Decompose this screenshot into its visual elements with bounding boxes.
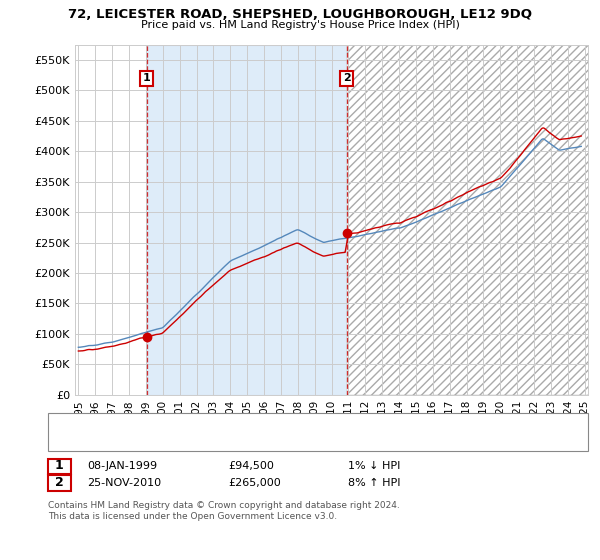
- Text: 8% ↑ HPI: 8% ↑ HPI: [348, 478, 401, 488]
- Text: 2: 2: [343, 73, 350, 83]
- Bar: [146, 45, 347, 395]
- Text: 1: 1: [55, 459, 64, 473]
- Text: 2: 2: [55, 476, 64, 489]
- Text: Price paid vs. HM Land Registry's House Price Index (HPI): Price paid vs. HM Land Registry's House …: [140, 20, 460, 30]
- Text: 1% ↓ HPI: 1% ↓ HPI: [348, 461, 400, 471]
- Text: 08-JAN-1999: 08-JAN-1999: [87, 461, 157, 471]
- Text: 72, LEICESTER ROAD, SHEPSHED, LOUGHBOROUGH, LE12 9DQ: 72, LEICESTER ROAD, SHEPSHED, LOUGHBOROU…: [68, 8, 532, 21]
- Text: HPI: Average price, detached house, Charnwood: HPI: Average price, detached house, Char…: [93, 432, 329, 442]
- Bar: [347, 45, 584, 395]
- Text: 25-NOV-2010: 25-NOV-2010: [87, 478, 161, 488]
- Text: 1: 1: [143, 73, 151, 83]
- Text: Contains HM Land Registry data © Crown copyright and database right 2024.
This d: Contains HM Land Registry data © Crown c…: [48, 501, 400, 521]
- Text: £265,000: £265,000: [228, 478, 281, 488]
- Text: £94,500: £94,500: [228, 461, 274, 471]
- Bar: [347, 45, 590, 395]
- Text: 72, LEICESTER ROAD, SHEPSHED, LOUGHBOROUGH, LE12 9DQ (detached house): 72, LEICESTER ROAD, SHEPSHED, LOUGHBOROU…: [93, 415, 491, 425]
